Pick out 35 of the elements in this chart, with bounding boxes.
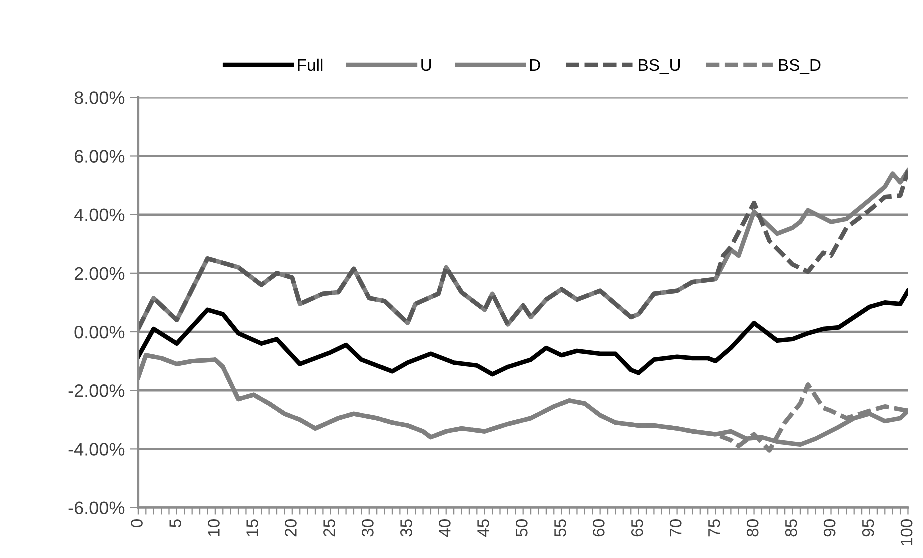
x-tick-label: 40 — [439, 520, 451, 538]
x-tick-label: 30 — [362, 520, 374, 537]
x-tick-label: 100 — [900, 520, 913, 546]
y-tick-label: 8.00% — [74, 92, 125, 104]
x-tick-label: 50 — [516, 520, 528, 537]
x-tick-label: 80 — [746, 520, 759, 537]
y-tick-label: 4.00% — [74, 208, 125, 222]
x-tick-label: 45 — [478, 520, 490, 538]
legend-label: D — [530, 60, 540, 71]
x-tick-label: 90 — [824, 520, 836, 537]
x-tick-label: 65 — [631, 520, 644, 537]
legend-label: Full — [298, 58, 323, 72]
x-tick-label: 85 — [785, 520, 798, 537]
legend-label: U — [422, 60, 432, 72]
x-tick-label: 35 — [400, 520, 412, 537]
x-tick-label: 25 — [324, 520, 336, 537]
y-tick-label: 6.00% — [74, 150, 125, 163]
x-tick-label: 10 — [208, 520, 220, 536]
y-tick-label: -6.00% — [68, 502, 125, 514]
x-tick-label: 60 — [592, 520, 605, 537]
y-tick-label: -4.00% — [68, 443, 125, 456]
y-tick-label: 0.00% — [74, 326, 125, 339]
line-series — [138, 288, 908, 377]
x-tick-label: 75 — [708, 520, 720, 537]
legend-label: BS_D — [779, 59, 821, 74]
legend-label: BS_U — [639, 59, 680, 74]
y-tick-label: -2.00% — [68, 384, 125, 398]
x-tick-label: 70 — [670, 520, 682, 537]
x-tick-label: 5 — [170, 520, 182, 528]
x-tick-label: 20 — [285, 520, 297, 537]
x-tick-label: 95 — [862, 520, 874, 537]
x-tick-label: 0 — [131, 520, 143, 528]
y-tick-label: 2.00% — [74, 267, 125, 280]
x-tick-label: 55 — [554, 520, 566, 537]
x-tick-label: 15 — [246, 520, 258, 536]
